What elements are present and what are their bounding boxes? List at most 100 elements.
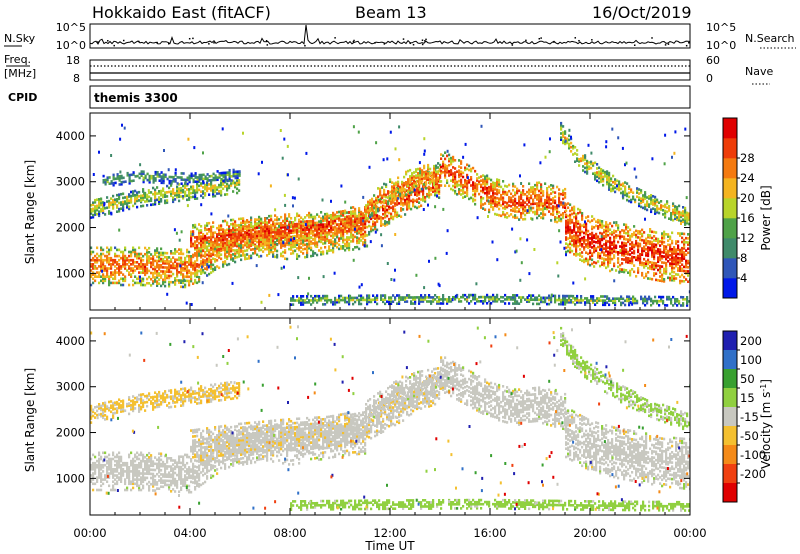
heatmap-cell <box>484 208 487 211</box>
heatmap-cell <box>150 261 153 264</box>
heatmap-cell <box>564 194 567 197</box>
heatmap-cell <box>596 167 599 170</box>
heatmap-cell <box>633 251 636 255</box>
heatmap-cell <box>122 252 125 256</box>
heatmap-cell <box>182 188 185 192</box>
heatmap-cell <box>122 277 125 281</box>
heatmap-cell <box>439 163 442 167</box>
heatmap-cell <box>328 224 331 228</box>
heatmap-cell <box>180 285 183 289</box>
heatmap-cell <box>358 213 361 216</box>
heatmap-cell <box>649 240 652 243</box>
heatmap-cell <box>244 255 247 259</box>
heatmap-cell <box>294 230 297 234</box>
heatmap-cell <box>340 230 343 234</box>
heatmap-cell <box>308 230 311 233</box>
heatmap-cell <box>330 234 333 238</box>
heatmap-cell <box>641 232 644 236</box>
heatmap-cell <box>607 240 610 243</box>
heatmap-cell <box>586 172 589 175</box>
heatmap-cell <box>581 214 584 217</box>
heatmap-cell <box>552 205 555 208</box>
heatmap-cell <box>212 186 215 190</box>
heatmap-cell <box>643 262 646 265</box>
heatmap-cell <box>268 233 271 236</box>
heatmap-cell <box>288 223 291 226</box>
heatmap-cell <box>304 232 307 236</box>
heatmap-cell <box>360 212 363 216</box>
heatmap-cell <box>645 272 648 276</box>
heatmap-cell <box>440 169 443 173</box>
heatmap-cell <box>687 270 690 273</box>
heatmap-cell <box>110 258 113 262</box>
heatmap-cell <box>206 222 209 225</box>
heatmap-cell <box>284 229 287 233</box>
heatmap-cell <box>184 256 187 260</box>
heatmap-cell <box>540 191 543 195</box>
heatmap-cell <box>250 239 253 242</box>
heatmap-cell <box>202 264 205 268</box>
heatmap-cell <box>599 225 602 229</box>
heatmap-cell <box>577 211 580 215</box>
heatmap-cell <box>381 200 384 204</box>
heatmap-cell <box>102 174 105 178</box>
heatmap-cell <box>200 262 203 265</box>
heatmap-cell <box>354 211 357 215</box>
heatmap-cell <box>486 191 489 194</box>
nsearch-point <box>633 44 636 46</box>
heatmap-cell <box>518 201 521 205</box>
heatmap-cell <box>675 277 678 280</box>
heatmap-cell <box>224 180 227 184</box>
heatmap-cell <box>332 240 335 244</box>
heatmap-cell <box>677 263 680 266</box>
heatmap-cell <box>306 239 309 242</box>
heatmap-cell <box>126 197 129 201</box>
heatmap-cell <box>615 230 618 233</box>
heatmap-cell <box>104 254 107 258</box>
heatmap-cell <box>442 154 445 157</box>
heatmap-cell <box>228 229 231 232</box>
heatmap-cell <box>202 233 205 236</box>
heatmap-cell <box>458 183 461 187</box>
heatmap-cell <box>264 235 267 239</box>
heatmap-cell <box>391 181 394 184</box>
heatmap-cell <box>238 181 241 184</box>
heatmap-cell <box>678 210 681 214</box>
heatmap-cell <box>326 237 329 240</box>
heatmap-cell <box>296 224 299 228</box>
heatmap-cell <box>284 234 287 238</box>
heatmap-cell <box>480 189 483 193</box>
heatmap-cell <box>388 217 391 221</box>
heatmap-cell <box>190 271 193 275</box>
heatmap-cell <box>250 222 253 226</box>
heatmap-cell <box>300 216 303 219</box>
heatmap-cell <box>605 266 608 270</box>
heatmap-cell <box>675 252 678 256</box>
heatmap-cell <box>210 242 213 245</box>
heatmap-cell <box>605 233 608 237</box>
heatmap-cell <box>577 244 580 248</box>
heatmap-cell <box>96 258 99 262</box>
heatmap-cell <box>250 218 253 222</box>
heatmap-cell <box>677 232 680 235</box>
heatmap-cell <box>210 231 213 235</box>
heatmap-cell <box>565 221 568 225</box>
heatmap-cell <box>146 269 149 273</box>
heatmap-cell <box>486 193 489 196</box>
heatmap-cell <box>282 234 285 237</box>
heatmap-cell <box>615 234 618 237</box>
heatmap-cell <box>604 170 607 174</box>
heatmap-cell <box>446 179 449 182</box>
heatmap-cell <box>134 254 137 258</box>
heatmap-cell <box>344 226 347 229</box>
heatmap-cell <box>579 227 582 230</box>
heatmap-cell <box>110 256 113 260</box>
heatmap-cell <box>186 279 189 283</box>
heatmap-cell <box>360 239 363 242</box>
heatmap-cell <box>571 208 574 212</box>
heatmap-cell <box>112 198 115 202</box>
heatmap-cell <box>260 240 263 243</box>
heatmap-cell <box>228 246 231 249</box>
heatmap-cell <box>364 240 367 244</box>
heatmap-cell <box>520 201 523 205</box>
